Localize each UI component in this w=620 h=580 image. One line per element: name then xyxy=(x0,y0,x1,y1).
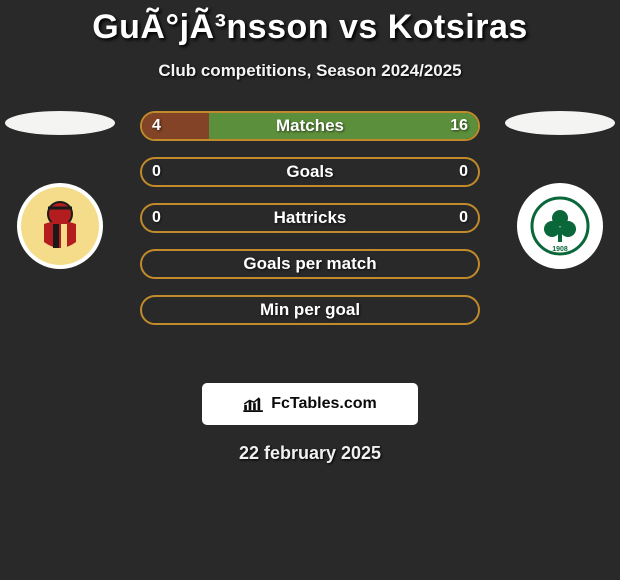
stat-bar: Goals per match xyxy=(140,249,480,279)
right-club-logo: 1908 xyxy=(517,183,603,269)
attribution-badge: FcTables.com xyxy=(202,383,418,425)
page-title: GuÃ°jÃ³nsson vs Kotsiras xyxy=(0,0,620,47)
stat-label: Goals xyxy=(142,162,478,182)
left-club-logo xyxy=(17,183,103,269)
bar-chart-icon xyxy=(243,396,265,412)
comparison-body: 1908 416Matches 00Goals 00Hattricks Goals p… xyxy=(0,111,620,361)
stat-label: Min per goal xyxy=(142,300,478,320)
stat-label: Goals per match xyxy=(142,254,478,274)
stat-bar: 00Goals xyxy=(140,157,480,187)
page-subtitle: Club competitions, Season 2024/2025 xyxy=(0,61,620,81)
stat-bar: Min per goal xyxy=(140,295,480,325)
right-player-ellipse xyxy=(505,111,615,135)
attribution-text: FcTables.com xyxy=(271,395,377,413)
stat-bars: 416Matches 00Goals 00Hattricks Goals per ma… xyxy=(140,111,480,325)
right-team-column: 1908 xyxy=(500,111,620,269)
stat-bar: 00Hattricks xyxy=(140,203,480,233)
stat-bar: 416Matches xyxy=(140,111,480,141)
left-player-ellipse xyxy=(5,111,115,135)
clover-icon: 1908 xyxy=(530,196,590,256)
snapshot-date: 22 february 2025 xyxy=(0,443,620,464)
stat-label: Hattricks xyxy=(142,208,478,228)
comparison-card: GuÃ°jÃ³nsson vs Kotsiras Club competitio… xyxy=(0,0,620,464)
club-year: 1908 xyxy=(552,246,568,253)
stat-label: Matches xyxy=(142,116,478,136)
shield-icon xyxy=(30,196,90,256)
left-team-column xyxy=(0,111,120,269)
